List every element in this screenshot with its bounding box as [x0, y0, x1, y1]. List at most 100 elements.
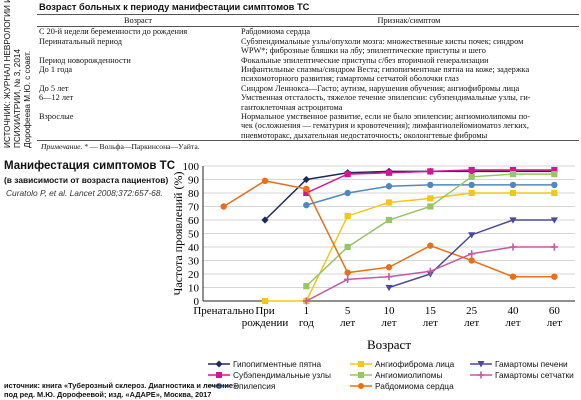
age-text: До 5 лет — [39, 83, 69, 93]
x-tick-label: При — [255, 305, 274, 317]
y-tick-label: 0 — [194, 296, 200, 308]
legend-label: Ангиофиброма лица — [375, 359, 455, 369]
table-cell-age: Период новорожденности — [37, 56, 239, 65]
bottom-source-line-1: источник: книга «Туберозный склероз. Диа… — [4, 381, 238, 390]
data-point — [509, 273, 517, 280]
legend-swatch-icon — [350, 361, 372, 367]
data-point — [344, 189, 351, 197]
table-row: С 20-й недели беременности до рождения Ра… — [37, 27, 579, 37]
x-tick-label: год — [299, 317, 314, 329]
data-point — [385, 216, 393, 224]
data-point — [468, 257, 475, 264]
legend-item: Ангиофиброма лица — [350, 359, 454, 369]
data-point — [509, 181, 517, 189]
data-point — [468, 181, 475, 189]
data-point — [385, 169, 393, 176]
table-row: Перинатальный период Субэпендимальные узл… — [37, 37, 579, 56]
data-point — [344, 243, 351, 251]
chart-citation: Curatolo P, et al. Lancet 2008;372:657-6… — [6, 188, 163, 198]
data-point — [344, 171, 351, 178]
table-row: Период новорожденности Фокальные эпилепти… — [37, 56, 579, 65]
age-text: С 20-й недели беременности до рождения — [39, 27, 188, 37]
data-point — [385, 199, 393, 206]
table-header-age: Возраст — [37, 13, 239, 28]
symptom-text: WPW*; фиброзные бляшки на лбу; эпилептич… — [241, 46, 486, 56]
data-point — [509, 217, 517, 224]
legend-item: Гамартомы печени — [470, 359, 568, 369]
data-point — [261, 177, 269, 185]
data-point — [468, 166, 475, 174]
table-note: Примечание. * — Вольфа—Паркинсона—Уайта. — [41, 142, 579, 151]
y-tick-label: 90 — [188, 175, 200, 187]
x-tick-label: 40 — [508, 305, 520, 317]
data-point — [427, 195, 434, 202]
symptom-text: гантоклеточная астроцитома — [241, 102, 343, 112]
legend-swatch-icon — [350, 383, 372, 389]
x-tick-label: 25 — [466, 305, 478, 317]
age-text: Период новорожденности — [39, 55, 131, 65]
table-cell-symptom: Фокальные эпилептические приступы с/без … — [239, 56, 579, 65]
symptom-text: Умственная отсталость, тяжелое течение э… — [241, 93, 531, 103]
legend-swatch-icon — [350, 372, 372, 378]
symptom-text: пневмоторакс, дыхательная недостаточност… — [241, 130, 488, 140]
legend-label: Ангиомиолипомы — [375, 370, 443, 380]
series-line — [223, 180, 555, 278]
legend-item: Эпилепсия — [208, 381, 275, 391]
table-row: Взрослые Нормальное умственное развитие, … — [37, 112, 579, 142]
table-row: До 1 года Инфантильные спазмы/синдром Вес… — [37, 65, 579, 84]
y-tick-label: 50 — [188, 229, 200, 241]
x-tick-label: лет — [505, 317, 520, 329]
legend-label: Рабдомиома сердца — [375, 381, 454, 391]
legend-item: Рабдомиома сердца — [350, 381, 454, 391]
symptom-table: Возраст Признак/симптом С 20-й недели бе… — [37, 13, 579, 142]
data-point — [427, 242, 434, 249]
legend-swatch-icon — [208, 372, 230, 378]
data-point — [468, 232, 476, 239]
symptom-text: чек (осложнения — гематурия и кровотечен… — [241, 121, 529, 131]
table-cell-age: Перинатальный период — [37, 37, 239, 56]
data-point — [427, 203, 434, 210]
table-cell-age: До 5 лет — [37, 84, 239, 93]
chart-subtitle: (в зависимости от возраста пациентов) — [4, 175, 169, 185]
chart-title: Манифестация симптомов ТС — [4, 160, 176, 172]
data-point — [509, 171, 517, 178]
x-tick-label: 15 — [425, 305, 437, 317]
note-label: Примечание. — [41, 142, 83, 152]
data-point — [468, 189, 475, 197]
legend-label: Гамартомы печени — [495, 359, 568, 369]
symptom-text: Фокальные эпилептические приступы с/без … — [241, 55, 489, 65]
data-point — [550, 217, 558, 224]
data-point — [302, 175, 310, 184]
x-tick-label: 10 — [384, 305, 396, 317]
symptom-text: психомоторного развития; гамартомы сетча… — [241, 74, 459, 84]
symptom-text: Инфантильные спазмы/синдром Веста; гипоп… — [241, 65, 530, 75]
data-point — [551, 181, 558, 189]
y-tick-label: 10 — [188, 283, 200, 295]
data-point — [427, 181, 434, 189]
symptom-text: Рабдомиома сердца — [241, 27, 311, 37]
legend-item: Гамартомы сетчатки — [470, 370, 574, 380]
x-axis-label: Возраст — [367, 337, 411, 352]
bottom-source-line-2: под ред. М.Ю. Дорофеевой; изд. «АДАРЕ», … — [4, 390, 212, 399]
age-text: Перинатальный период — [39, 36, 122, 46]
y-tick-label: 80 — [188, 188, 200, 200]
x-tick-label: 60 — [549, 305, 561, 317]
data-point — [468, 173, 475, 180]
table-body: С 20-й недели беременности до рождения Ра… — [37, 27, 579, 142]
data-point — [303, 189, 310, 197]
data-point — [220, 203, 227, 210]
legend-swatch-icon — [208, 383, 230, 389]
data-point — [303, 185, 310, 193]
x-tick-label: 1 — [304, 305, 310, 317]
x-tick-label: лет — [381, 317, 396, 329]
table-row: 6—12 лет Умственная отсталость, тяжелое т… — [37, 93, 579, 112]
note-text: * — Вольфа—Паркинсона—Уайта. — [84, 142, 200, 152]
table-cell-symptom: Инфантильные спазмы/синдром Веста; гипоп… — [239, 65, 579, 84]
legend-label: Субэпендимальные узлы — [233, 370, 331, 380]
table-cell-symptom: Умственная отсталость, тяжелое течение э… — [239, 93, 579, 112]
y-tick-label: 40 — [188, 242, 200, 254]
data-point — [261, 216, 269, 224]
symptom-text: Субэпендимальные узлы/опухоли мозга: мно… — [241, 36, 524, 46]
data-point — [551, 189, 558, 197]
